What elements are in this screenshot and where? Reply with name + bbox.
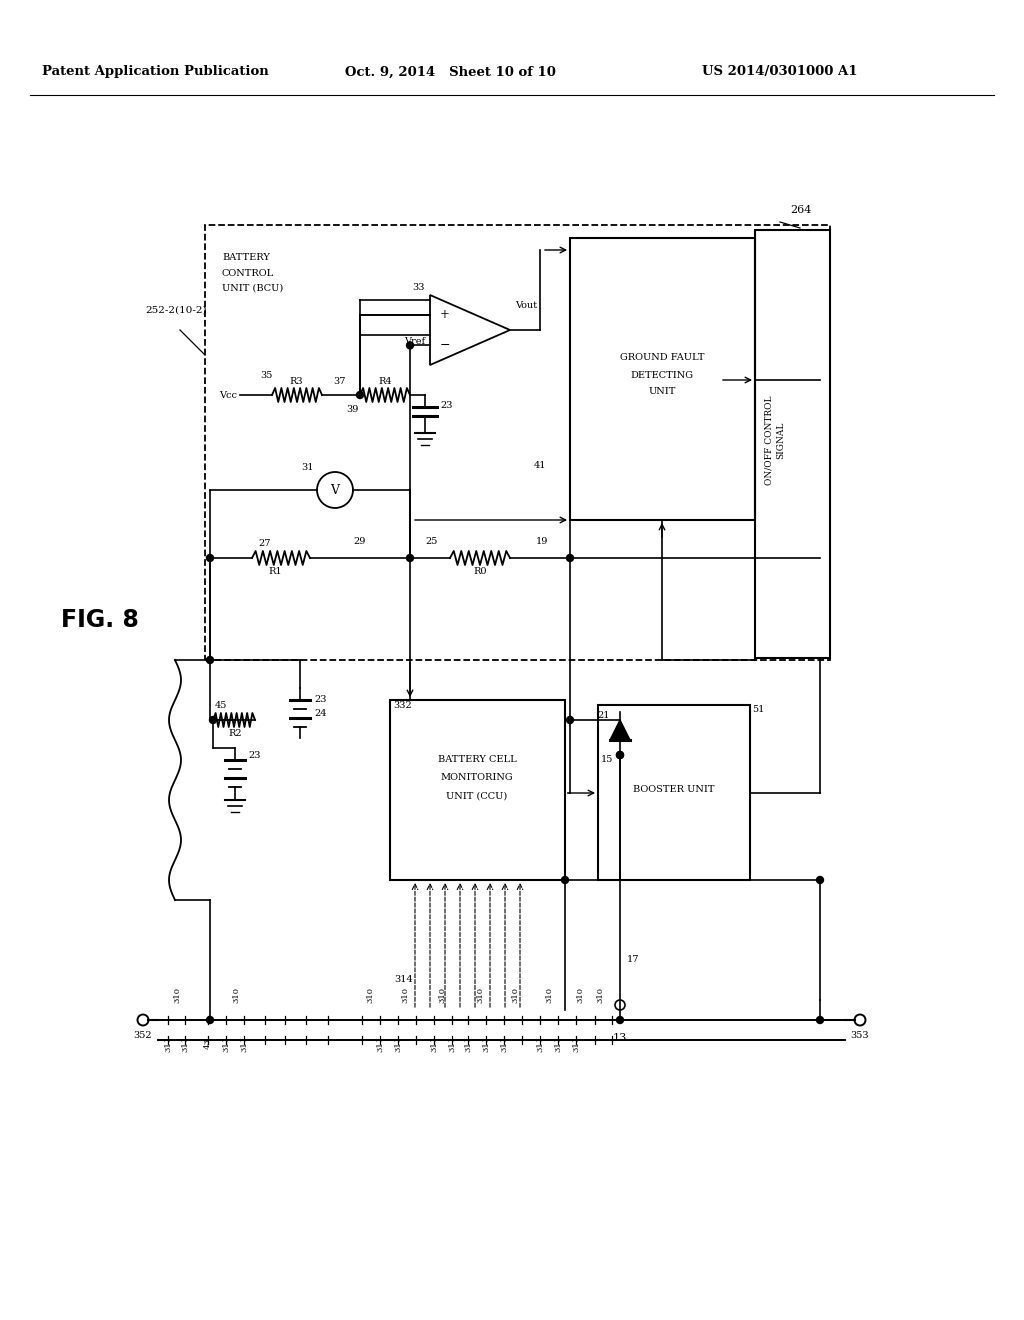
- Text: 23: 23: [440, 400, 453, 409]
- Text: R1: R1: [268, 568, 282, 577]
- Circle shape: [566, 554, 573, 561]
- Circle shape: [407, 342, 414, 348]
- Circle shape: [407, 554, 414, 561]
- Text: R2: R2: [228, 730, 242, 738]
- Text: 23: 23: [248, 751, 260, 759]
- Text: 13: 13: [613, 1034, 627, 1043]
- Text: 45: 45: [215, 701, 227, 710]
- Text: Vref: Vref: [403, 338, 425, 346]
- Text: 27: 27: [258, 540, 270, 549]
- Circle shape: [207, 1016, 213, 1023]
- Text: Patent Application Publication: Patent Application Publication: [42, 66, 268, 78]
- Text: UNIT (BCU): UNIT (BCU): [222, 284, 284, 293]
- Polygon shape: [610, 719, 630, 741]
- Text: 43: 43: [204, 1039, 212, 1049]
- Text: 17: 17: [627, 956, 640, 965]
- Text: 39: 39: [346, 404, 358, 413]
- Text: 310: 310: [173, 987, 181, 1003]
- Text: Vout: Vout: [515, 301, 538, 309]
- Text: 311: 311: [240, 1036, 248, 1052]
- Text: 311: 311: [482, 1036, 490, 1052]
- Text: 310: 310: [575, 987, 584, 1003]
- Text: 310: 310: [366, 987, 374, 1003]
- Bar: [598, 705, 750, 880]
- Text: US 2014/0301000 A1: US 2014/0301000 A1: [702, 66, 858, 78]
- Text: 31: 31: [302, 463, 314, 473]
- Text: 51: 51: [752, 705, 764, 714]
- Text: DETECTING: DETECTING: [631, 371, 693, 380]
- Text: 314: 314: [394, 975, 413, 985]
- Circle shape: [816, 1016, 823, 1023]
- Text: 25: 25: [426, 537, 438, 546]
- Text: R3: R3: [289, 376, 303, 385]
- Text: 311: 311: [449, 1036, 456, 1052]
- Text: 310: 310: [401, 987, 409, 1003]
- Text: BOOSTER UNIT: BOOSTER UNIT: [633, 785, 715, 795]
- Text: −: −: [439, 338, 451, 351]
- Text: R4: R4: [378, 376, 392, 385]
- Text: 352: 352: [134, 1031, 153, 1040]
- Text: 311: 311: [376, 1036, 384, 1052]
- Bar: [755, 230, 830, 657]
- Text: GROUND FAULT: GROUND FAULT: [620, 354, 705, 363]
- Circle shape: [616, 751, 624, 759]
- Text: 311: 311: [500, 1036, 508, 1052]
- Text: 311: 311: [394, 1036, 402, 1052]
- Bar: [390, 700, 565, 880]
- Text: 353: 353: [851, 1031, 869, 1040]
- Text: 19: 19: [536, 537, 548, 546]
- Text: UNIT: UNIT: [648, 388, 676, 396]
- Text: 311: 311: [164, 1036, 172, 1052]
- Text: Oct. 9, 2014   Sheet 10 of 10: Oct. 9, 2014 Sheet 10 of 10: [344, 66, 555, 78]
- Text: 21: 21: [597, 710, 610, 719]
- Text: 310: 310: [545, 987, 553, 1003]
- Text: 310: 310: [476, 987, 484, 1003]
- Text: 24: 24: [314, 710, 327, 718]
- Circle shape: [561, 876, 568, 883]
- Circle shape: [566, 717, 573, 723]
- Text: 310: 310: [596, 987, 604, 1003]
- Text: BATTERY: BATTERY: [222, 253, 270, 263]
- Text: 264: 264: [790, 205, 811, 215]
- Text: 311: 311: [181, 1036, 189, 1052]
- Text: UNIT (CCU): UNIT (CCU): [446, 792, 508, 800]
- Text: Vcc: Vcc: [219, 391, 237, 400]
- Circle shape: [816, 876, 823, 883]
- Circle shape: [616, 751, 624, 759]
- Circle shape: [356, 392, 364, 399]
- Text: V: V: [331, 483, 340, 496]
- Circle shape: [207, 554, 213, 561]
- Text: BATTERY CELL: BATTERY CELL: [437, 755, 516, 764]
- Bar: [570, 238, 755, 520]
- Text: 15: 15: [601, 755, 613, 764]
- Text: 332: 332: [393, 701, 412, 710]
- Text: FIG. 8: FIG. 8: [61, 609, 139, 632]
- Text: SIGNAL: SIGNAL: [776, 421, 785, 458]
- Text: CONTROL: CONTROL: [222, 268, 274, 277]
- Text: 311: 311: [464, 1036, 472, 1052]
- Circle shape: [616, 1016, 624, 1023]
- Text: 37: 37: [334, 376, 346, 385]
- Text: R0: R0: [473, 568, 486, 577]
- Text: 35: 35: [260, 371, 272, 380]
- Bar: [205, 224, 830, 660]
- Text: 310: 310: [232, 987, 240, 1003]
- Text: 41: 41: [534, 461, 546, 470]
- Text: 23: 23: [314, 696, 327, 705]
- Text: 311: 311: [572, 1036, 580, 1052]
- Text: 33: 33: [413, 284, 425, 293]
- Text: 310: 310: [511, 987, 519, 1003]
- Circle shape: [210, 717, 216, 723]
- Text: 310: 310: [438, 987, 446, 1003]
- Text: 252-2(10-2): 252-2(10-2): [145, 305, 207, 314]
- Text: 311: 311: [536, 1036, 544, 1052]
- Text: ON/OFF CONTROL: ON/OFF CONTROL: [765, 395, 773, 484]
- Text: 311: 311: [222, 1036, 230, 1052]
- Text: 29: 29: [354, 537, 367, 546]
- Circle shape: [207, 656, 213, 664]
- Text: 311: 311: [554, 1036, 562, 1052]
- Text: +: +: [440, 309, 450, 322]
- Text: MONITORING: MONITORING: [440, 774, 513, 783]
- Text: 311: 311: [430, 1036, 438, 1052]
